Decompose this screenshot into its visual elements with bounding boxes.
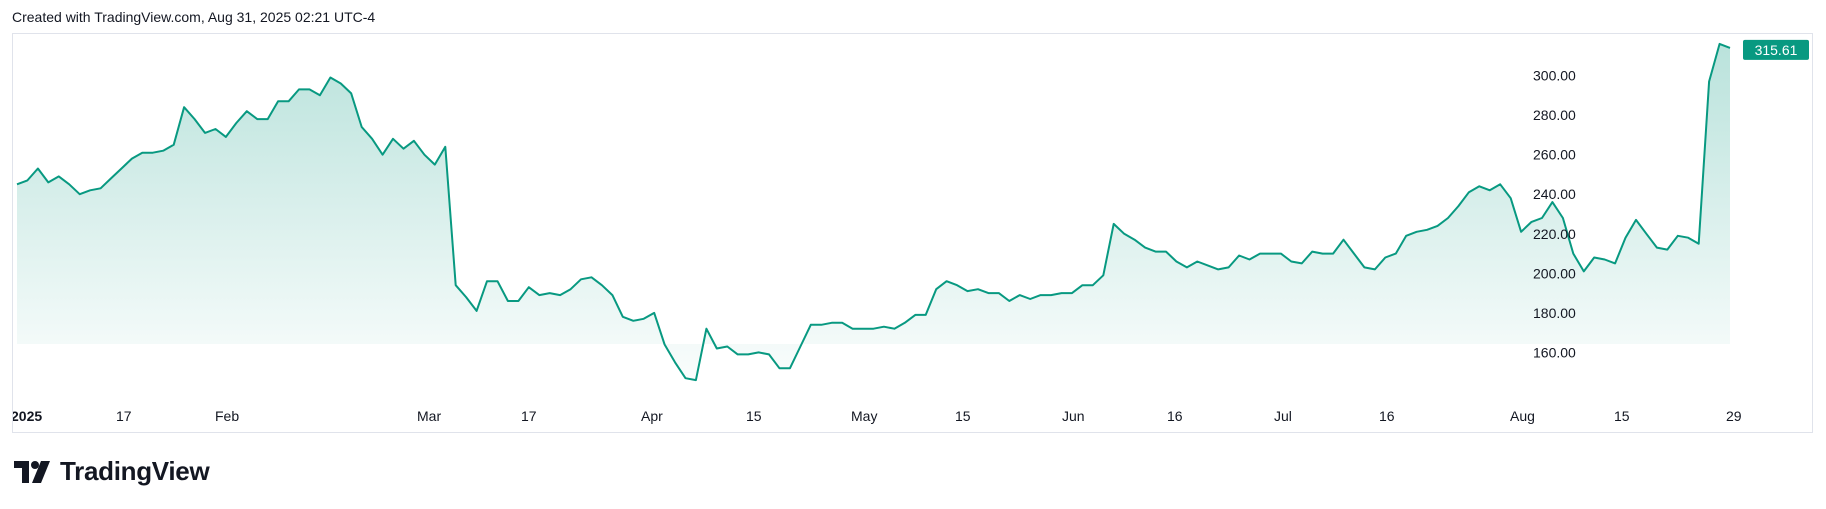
x-axis-tick-label: 16	[1379, 408, 1395, 424]
y-axis-tick-label: 240.00	[1533, 186, 1576, 202]
y-axis-tick-label: 220.00	[1533, 226, 1576, 242]
y-axis-tick-label: 180.00	[1533, 305, 1576, 321]
chart-caption: Created with TradingView.com, Aug 31, 20…	[12, 9, 376, 25]
tradingview-logo-text: TradingView	[60, 456, 210, 486]
x-axis-tick-label: Jun	[1062, 408, 1085, 424]
y-axis-tick-label: 260.00	[1533, 147, 1576, 163]
x-axis-tick-label: 2025	[13, 408, 42, 424]
price-line[interactable]	[16, 42, 1731, 382]
x-axis-tick-label: Feb	[215, 408, 239, 424]
x-axis-tick-label: 17	[521, 408, 537, 424]
x-axis-tick-label: 15	[1614, 408, 1630, 424]
last-price-badge	[1743, 39, 1809, 60]
price-chart[interactable]: 160.00 180.00 200.00 220.00 240.00 260.00 280.…	[13, 34, 1814, 434]
price-area-fill	[17, 43, 1730, 381]
x-axis-tick-label: Apr	[641, 408, 663, 424]
chart-frame: 160.00 180.00 200.00 220.00 240.00 260.00 280.…	[12, 33, 1813, 433]
last-price-label: 315.61	[1755, 42, 1798, 58]
y-axis-tick-label: 300.00	[1533, 68, 1576, 84]
x-axis-tick-label: 15	[746, 408, 762, 424]
x-axis-tick-label: 15	[955, 408, 971, 424]
y-axis-tick-label: 160.00	[1533, 344, 1576, 360]
x-axis-tick-label: Aug	[1510, 408, 1535, 424]
x-axis-tick-label: 29	[1726, 408, 1742, 424]
y-axis-tick-label: 280.00	[1533, 107, 1576, 123]
x-axis-tick-label: Jul	[1274, 408, 1292, 424]
x-axis-tick-label: May	[851, 408, 877, 424]
y-axis-tick-label: 200.00	[1533, 265, 1576, 281]
x-axis-tick-label: 16	[1167, 408, 1183, 424]
tradingview-logo[interactable]: TradingView	[14, 456, 210, 487]
x-axis-tick-label: Mar	[417, 408, 441, 424]
x-axis-tick-label: 17	[116, 408, 132, 424]
tradingview-logo-icon	[14, 460, 50, 483]
